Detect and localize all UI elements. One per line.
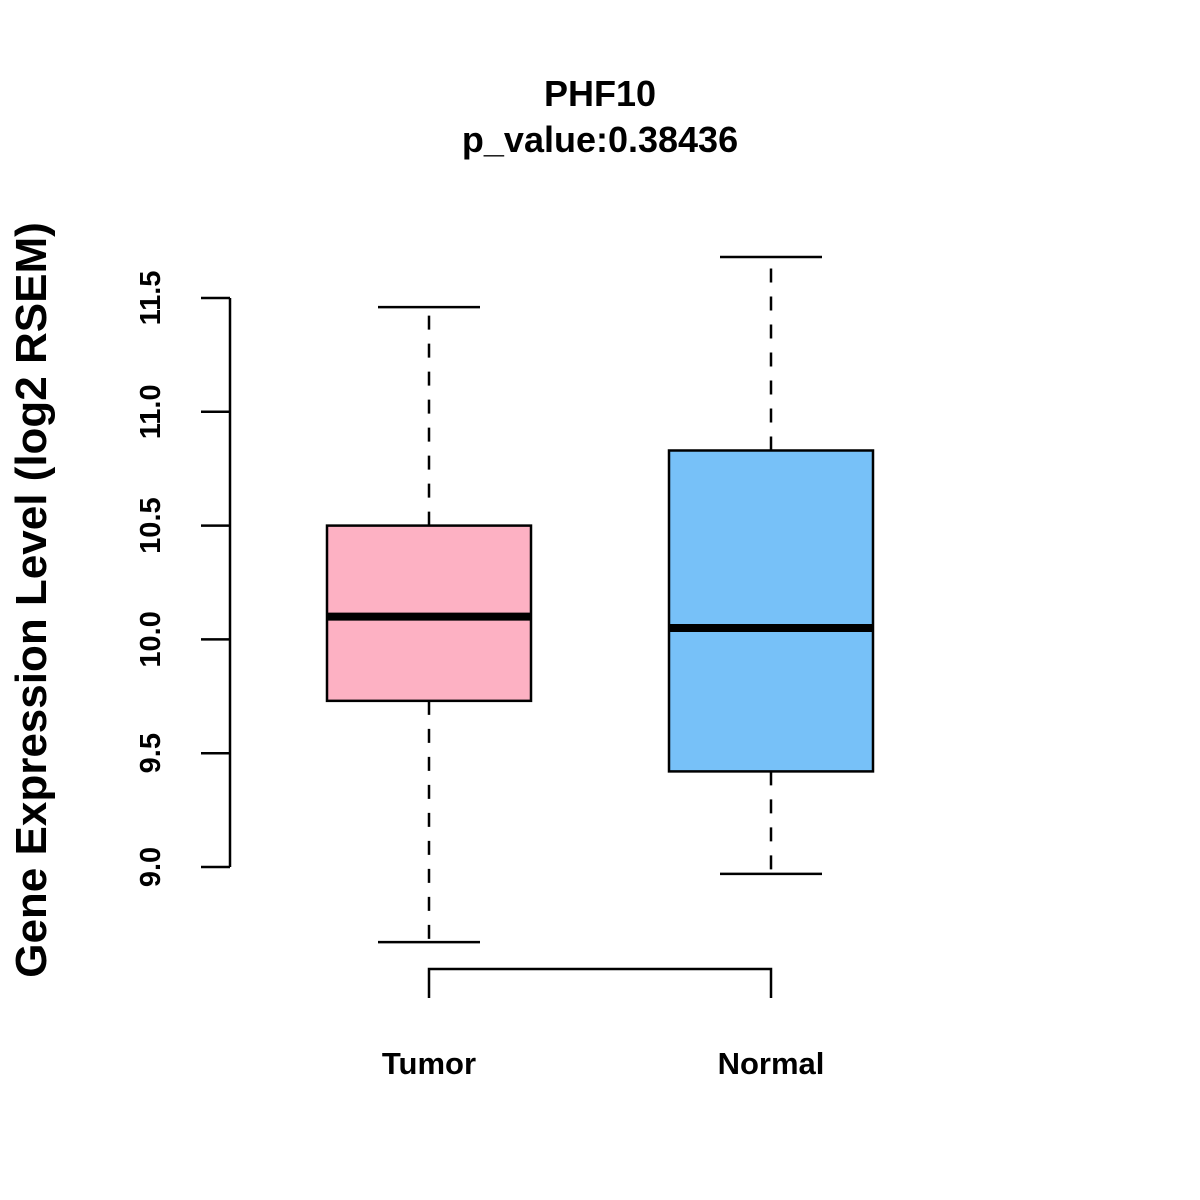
y-tick-label: 10.0 xyxy=(135,611,167,667)
comparison-bracket xyxy=(427,967,773,998)
y-tick-label: 10.5 xyxy=(135,497,167,553)
chart-title: PHF10 xyxy=(544,73,656,114)
y-axis-label: Gene Expression Level (log2 RSEM) xyxy=(7,222,56,978)
x-category-label-tumor: Tumor xyxy=(382,1046,476,1081)
y-axis: 9.0 9.5 10.0 10.5 11.0 11.5 xyxy=(135,271,232,887)
x-category-labels: Tumor Normal xyxy=(382,1046,824,1081)
y-tick-label: 9.0 xyxy=(135,847,167,887)
x-category-label-normal: Normal xyxy=(718,1046,825,1081)
boxes xyxy=(325,255,875,944)
box-tumor xyxy=(325,305,533,944)
y-tick-label: 9.5 xyxy=(135,733,167,773)
chart-subtitle: p_value:0.38436 xyxy=(462,119,738,160)
y-tick-label: 11.0 xyxy=(135,384,167,439)
bracket-line xyxy=(427,967,773,998)
y-tick-label: 11.5 xyxy=(135,271,167,326)
box-normal xyxy=(667,255,875,876)
iqr-box xyxy=(667,449,875,773)
